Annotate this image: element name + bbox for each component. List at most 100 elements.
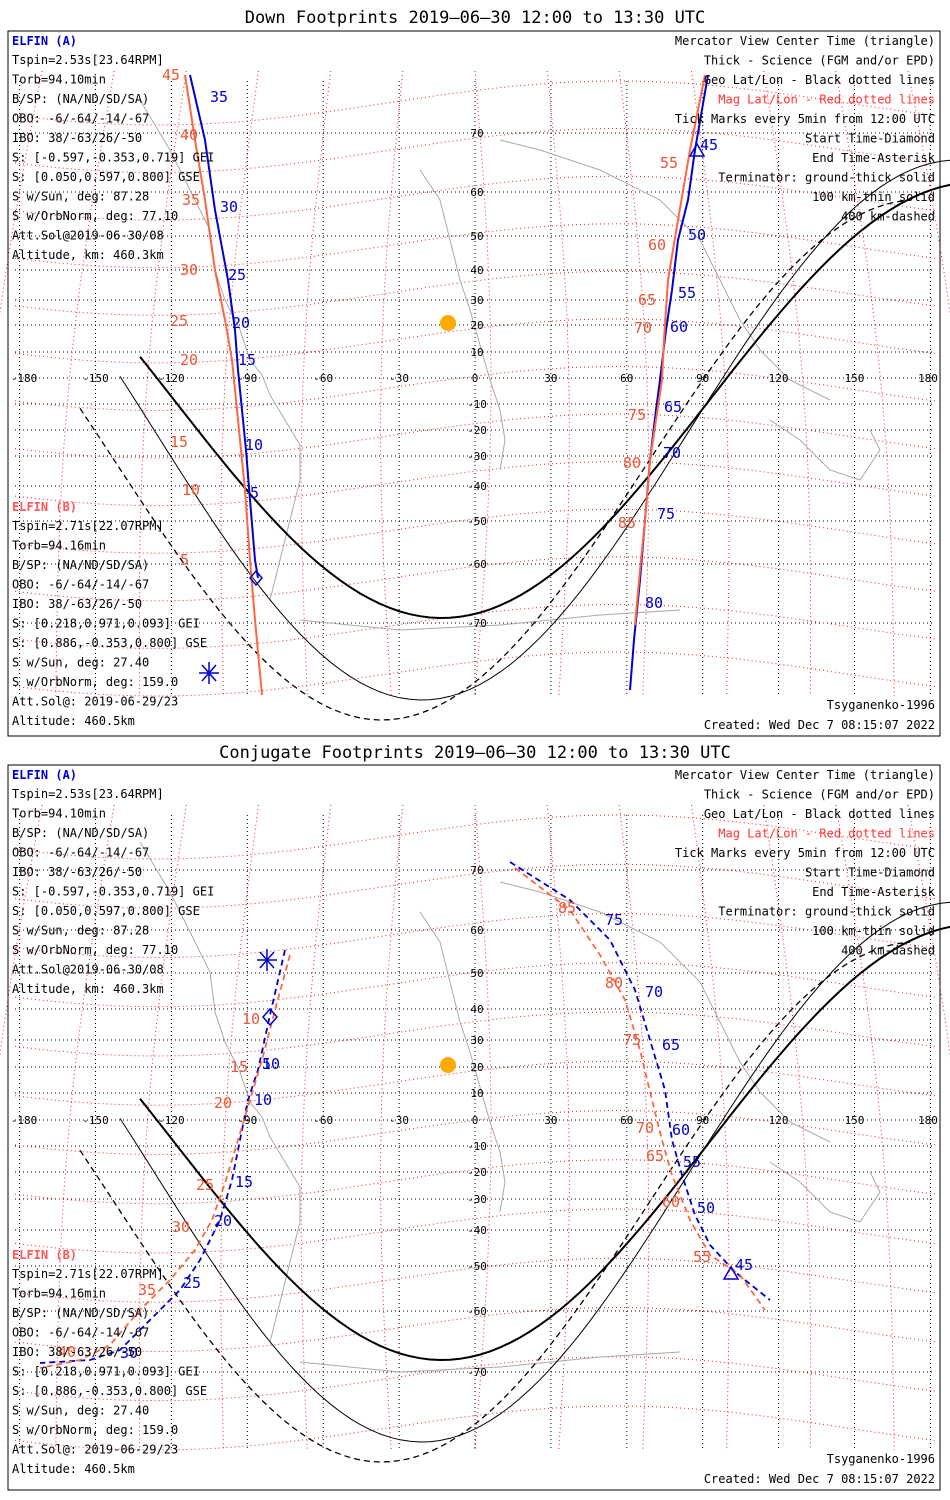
tick-label-b: 75 — [623, 1031, 641, 1049]
tick-label-a: 55 — [678, 284, 696, 302]
mag-meridian — [300, 804, 332, 1451]
legend-line: End Time-Asterisk — [812, 151, 936, 165]
grid-down — [0, 70, 950, 697]
spacecraft-a-info: S w/Sun, deg: 87.28 — [12, 190, 149, 204]
legend-line: Geo Lat/Lon - Black dotted lines — [704, 807, 935, 821]
tick-label-b: 25 — [196, 1176, 214, 1194]
mag-meridian — [835, 70, 895, 697]
legend-line: 100 km-thin solid — [812, 924, 935, 938]
tick-label-a: 25 — [228, 266, 246, 284]
map-frame-down — [7, 30, 941, 737]
spacecraft-a-info: B/SP: (NA/ND/SD/SA) — [12, 92, 149, 106]
tick-label-a: 25 — [183, 1274, 201, 1292]
lat-tick-label: -20 — [467, 424, 487, 437]
tick-label-b: 65 — [638, 291, 656, 309]
spacecraft-a-info: S w/OrbNorm, deg: 77.10 — [12, 209, 178, 223]
axis-labels-conjugate: -180 -150 -120 -90 -60 -30 0 30 60 90 120 150 180706… — [11, 864, 938, 1379]
spacecraft-a-info: Altitude, km: 460.3km — [12, 248, 164, 262]
spacecraft-b-info: Att.Sol@: 2019-06-29/23 — [12, 695, 178, 709]
track-b-left — [184, 74, 263, 696]
tick-label-a: 5 — [262, 1055, 271, 1073]
spacecraft-a-info: Att.Sol@2019-06-30/08 — [12, 963, 164, 977]
spacecraft-a-info: S: [-0.597,-0.353,0.719] GEI — [12, 151, 214, 165]
grid-conjugate — [0, 804, 950, 1451]
center-triangle-icon — [688, 142, 706, 157]
legend-line: 400 km-dashed — [841, 210, 935, 224]
lon-tick-label: -180 — [11, 1114, 38, 1127]
land-outline — [419, 169, 506, 471]
tick-label-a: 20 — [232, 314, 250, 332]
lon-tick-label: 150 — [845, 1114, 865, 1127]
terminator-100km — [119, 159, 950, 701]
tick-label-a: 75 — [657, 505, 675, 523]
tick-label-a: 15 — [238, 351, 256, 369]
lon-tick-label: -120 — [158, 372, 185, 385]
lat-tick-label: -20 — [467, 1166, 487, 1179]
tick-label-a: 30 — [220, 198, 238, 216]
legend-line: Start Time-Diamond — [805, 866, 935, 880]
tick-label-b: 20 — [180, 351, 198, 369]
spacecraft-b-info: Tspin=2.71s[22.07RPM] — [12, 1267, 164, 1281]
tick-label-b: 80 — [623, 454, 641, 472]
tick-label-b: 85 — [558, 899, 576, 917]
lat-tick-label: -70 — [467, 1366, 487, 1379]
tick-label-b: 15 — [230, 1058, 248, 1076]
legend-line: Geo Lat/Lon - Black dotted lines — [704, 73, 935, 87]
lon-tick-label: -180 — [11, 372, 38, 385]
lon-tick-label: 30 — [544, 372, 557, 385]
mag-meridian — [618, 804, 650, 1451]
lat-tick-label: -40 — [467, 480, 487, 493]
tick-label-a: 30 — [120, 1344, 138, 1362]
spacecraft-a-info: Tspin=2.53s[23.64RPM] — [12, 53, 164, 67]
tick-label-b: 55 — [660, 154, 678, 172]
spacecraft-a-info: Altitude, km: 460.3km — [12, 982, 164, 996]
spacecraft-a-info: S w/OrbNorm, deg: 77.10 — [12, 943, 178, 957]
lat-tick-label: 40 — [470, 1003, 483, 1016]
tick-label-b: 25 — [170, 312, 188, 330]
tick-label-b: 40 — [58, 1343, 76, 1361]
lat-tick-label: 60 — [470, 924, 483, 937]
lat-tick-label: -70 — [467, 617, 487, 630]
lat-tick-label: -60 — [467, 1305, 487, 1318]
tick-label-a: 5 — [250, 484, 259, 502]
spacecraft-b-info: Torb=94.16min — [12, 1287, 106, 1301]
tick-label-a: 65 — [664, 398, 682, 416]
spacecraft-a-name: ELFIN (A) — [12, 768, 77, 782]
terminator-down — [79, 159, 950, 721]
track-a-left — [39, 949, 286, 1364]
panel-title-down: Down Footprints 2019–06–30 12:00 to 13:3… — [245, 8, 706, 28]
tick-label-a: 45 — [700, 136, 718, 154]
terminator-100km — [119, 901, 950, 1443]
tick-label-a: 10 — [254, 1091, 272, 1109]
lon-tick-label: 120 — [769, 1114, 789, 1127]
tick-label-b: 80 — [605, 974, 623, 992]
center-triangle-icon — [722, 1265, 740, 1280]
lat-tick-label: 20 — [470, 1061, 483, 1074]
tick-label-a: 50 — [688, 226, 706, 244]
start-diamond-icon — [262, 1007, 278, 1027]
tick-label-a: 75 — [605, 911, 623, 929]
legend-line: Terminator: ground-thick solid — [718, 905, 935, 919]
land-outline — [139, 841, 263, 1118]
lat-tick-label: 10 — [470, 346, 483, 359]
lon-tick-label: 180 — [918, 1114, 938, 1127]
lat-tick-label: -60 — [467, 558, 487, 571]
legend-line: Terminator: ground-thick solid — [718, 171, 935, 185]
lon-tick-label: -60 — [313, 372, 333, 385]
tick-label-b: 10 — [182, 481, 200, 499]
land-outline — [769, 1161, 881, 1223]
spacecraft-b-info: Tspin=2.71s[22.07RPM] — [12, 519, 164, 533]
lon-tick-label: -150 — [82, 1114, 109, 1127]
land-outline — [299, 1351, 681, 1373]
tick-label-b: 55 — [693, 1248, 711, 1266]
tick-label-a: 60 — [670, 318, 688, 336]
tick-label-b: 5 — [180, 551, 189, 569]
land-outlines-conjugate — [139, 841, 881, 1373]
lat-tick-label: 20 — [470, 319, 483, 332]
lon-tick-label: 90 — [696, 372, 709, 385]
spacecraft-b-info: Torb=94.16min — [12, 539, 106, 553]
panel-text-down: ELFIN (A) Tspin=2.53s[23.64RPM] Torb=94.10… — [12, 34, 936, 732]
spacecraft-a-info: OBO: -6/-64/-14/-67 — [12, 112, 149, 126]
spacecraft-b-info: S: [0.218,0.971,0.093] GEI — [12, 1365, 200, 1379]
